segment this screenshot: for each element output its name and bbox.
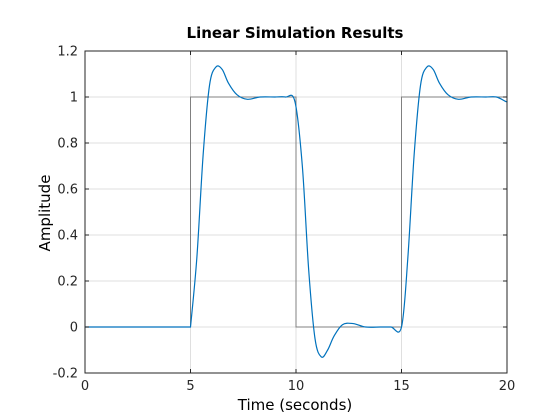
plot-area	[84, 50, 508, 374]
chart-title: Linear Simulation Results	[187, 24, 404, 42]
y-tick-label: 0	[70, 321, 78, 336]
x-tick-label: 10	[288, 379, 305, 394]
x-tick-label: 15	[393, 379, 410, 394]
y-tick-labels: -0.2 0 0.2 0.4 0.6 0.8 1 1.2	[53, 45, 78, 382]
x-tick-labels: 0 5 10 15 20	[81, 379, 515, 394]
x-tick-label: 20	[499, 379, 516, 394]
y-tick-label: 1	[70, 91, 78, 106]
y-axis-label: Amplitude	[36, 175, 54, 252]
y-tick-label: 0.2	[57, 275, 78, 290]
x-tick-label: 0	[81, 379, 89, 394]
series-layer	[85, 65, 508, 358]
y-tick-label: 0.8	[57, 137, 78, 152]
response-line	[85, 65, 508, 358]
y-tick-label: 1.2	[57, 45, 78, 60]
x-tick-label: 5	[186, 379, 194, 394]
x-axis-label: Time (seconds)	[237, 396, 353, 414]
tick-marks	[84, 50, 508, 374]
y-tick-label: -0.2	[53, 367, 78, 382]
y-tick-label: 0.6	[57, 183, 78, 198]
y-tick-label: 0.4	[57, 229, 78, 244]
